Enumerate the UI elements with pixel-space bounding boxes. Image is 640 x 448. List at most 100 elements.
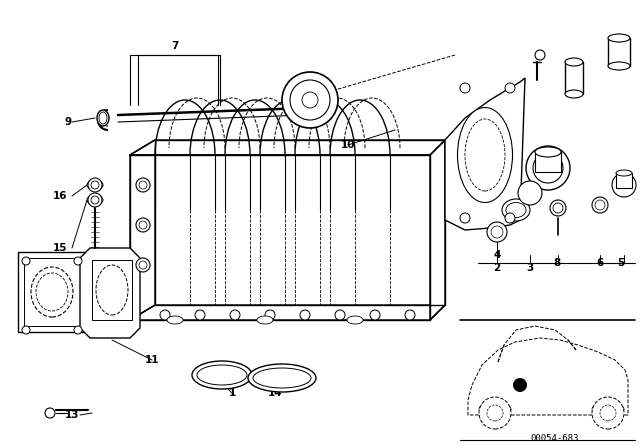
Bar <box>608 38 630 66</box>
Ellipse shape <box>565 90 583 98</box>
Circle shape <box>405 310 415 320</box>
Circle shape <box>195 310 205 320</box>
Bar <box>24 258 80 326</box>
Ellipse shape <box>458 108 513 202</box>
Circle shape <box>88 193 102 207</box>
Polygon shape <box>80 248 140 338</box>
Bar <box>18 252 86 332</box>
Circle shape <box>487 405 503 421</box>
Text: 3: 3 <box>526 263 534 273</box>
Circle shape <box>139 221 147 229</box>
Circle shape <box>526 146 570 190</box>
Circle shape <box>550 200 566 216</box>
Text: 00054-683: 00054-683 <box>531 434 579 443</box>
Ellipse shape <box>96 265 128 315</box>
Text: 8: 8 <box>554 258 561 268</box>
Circle shape <box>479 397 511 429</box>
Ellipse shape <box>87 180 103 190</box>
Circle shape <box>91 181 99 189</box>
Circle shape <box>290 80 330 120</box>
Circle shape <box>230 310 240 320</box>
Text: 13: 13 <box>65 410 79 420</box>
Circle shape <box>592 197 608 213</box>
Circle shape <box>22 326 30 334</box>
Circle shape <box>612 173 636 197</box>
Text: 6: 6 <box>596 258 604 268</box>
Bar <box>616 173 632 188</box>
Circle shape <box>91 196 99 204</box>
Ellipse shape <box>535 147 561 157</box>
Circle shape <box>136 218 150 232</box>
Circle shape <box>491 226 503 238</box>
Ellipse shape <box>608 62 630 70</box>
Text: 14: 14 <box>268 388 282 398</box>
Circle shape <box>74 257 82 265</box>
Text: 4: 4 <box>493 250 500 260</box>
Ellipse shape <box>347 316 363 324</box>
Ellipse shape <box>616 170 632 176</box>
Circle shape <box>535 50 545 60</box>
Ellipse shape <box>31 267 73 317</box>
Circle shape <box>592 397 624 429</box>
Ellipse shape <box>502 199 530 221</box>
Ellipse shape <box>197 365 247 385</box>
Ellipse shape <box>565 58 583 66</box>
Circle shape <box>136 178 150 192</box>
Circle shape <box>139 261 147 269</box>
Ellipse shape <box>192 361 252 389</box>
Text: 5: 5 <box>618 258 625 268</box>
Text: 17: 17 <box>564 73 579 83</box>
Text: 9: 9 <box>65 117 72 127</box>
Circle shape <box>282 72 338 128</box>
Polygon shape <box>445 78 525 230</box>
Circle shape <box>595 200 605 210</box>
Text: 11: 11 <box>145 355 159 365</box>
Circle shape <box>487 222 507 242</box>
Text: 16: 16 <box>52 191 67 201</box>
Circle shape <box>74 326 82 334</box>
Ellipse shape <box>36 273 68 311</box>
Text: 15: 15 <box>52 243 67 253</box>
Circle shape <box>302 92 318 108</box>
Ellipse shape <box>257 316 273 324</box>
Circle shape <box>88 178 102 192</box>
Polygon shape <box>430 140 445 320</box>
Ellipse shape <box>87 195 103 205</box>
Circle shape <box>533 153 563 183</box>
Ellipse shape <box>253 368 311 388</box>
Ellipse shape <box>465 119 505 191</box>
Circle shape <box>505 83 515 93</box>
Circle shape <box>139 181 147 189</box>
Polygon shape <box>130 140 445 155</box>
Ellipse shape <box>97 110 109 126</box>
Circle shape <box>460 83 470 93</box>
Bar <box>92 260 132 320</box>
Text: 1: 1 <box>228 388 236 398</box>
Ellipse shape <box>608 34 630 42</box>
Text: 12: 12 <box>23 263 37 273</box>
Circle shape <box>505 213 515 223</box>
Circle shape <box>22 257 30 265</box>
Text: 18: 18 <box>611 37 625 47</box>
Polygon shape <box>130 140 155 320</box>
Circle shape <box>553 203 563 213</box>
Text: 2: 2 <box>493 263 500 273</box>
Text: 7: 7 <box>172 41 179 51</box>
Circle shape <box>335 310 345 320</box>
Circle shape <box>460 213 470 223</box>
Circle shape <box>513 378 527 392</box>
Circle shape <box>300 310 310 320</box>
Ellipse shape <box>248 364 316 392</box>
Circle shape <box>518 181 542 205</box>
Ellipse shape <box>506 202 526 217</box>
Circle shape <box>136 258 150 272</box>
Polygon shape <box>130 305 445 320</box>
Text: 10: 10 <box>340 140 355 150</box>
Ellipse shape <box>167 316 183 324</box>
Circle shape <box>45 408 55 418</box>
Ellipse shape <box>99 112 107 124</box>
Bar <box>565 62 583 94</box>
Circle shape <box>370 310 380 320</box>
Circle shape <box>600 405 616 421</box>
Circle shape <box>160 310 170 320</box>
